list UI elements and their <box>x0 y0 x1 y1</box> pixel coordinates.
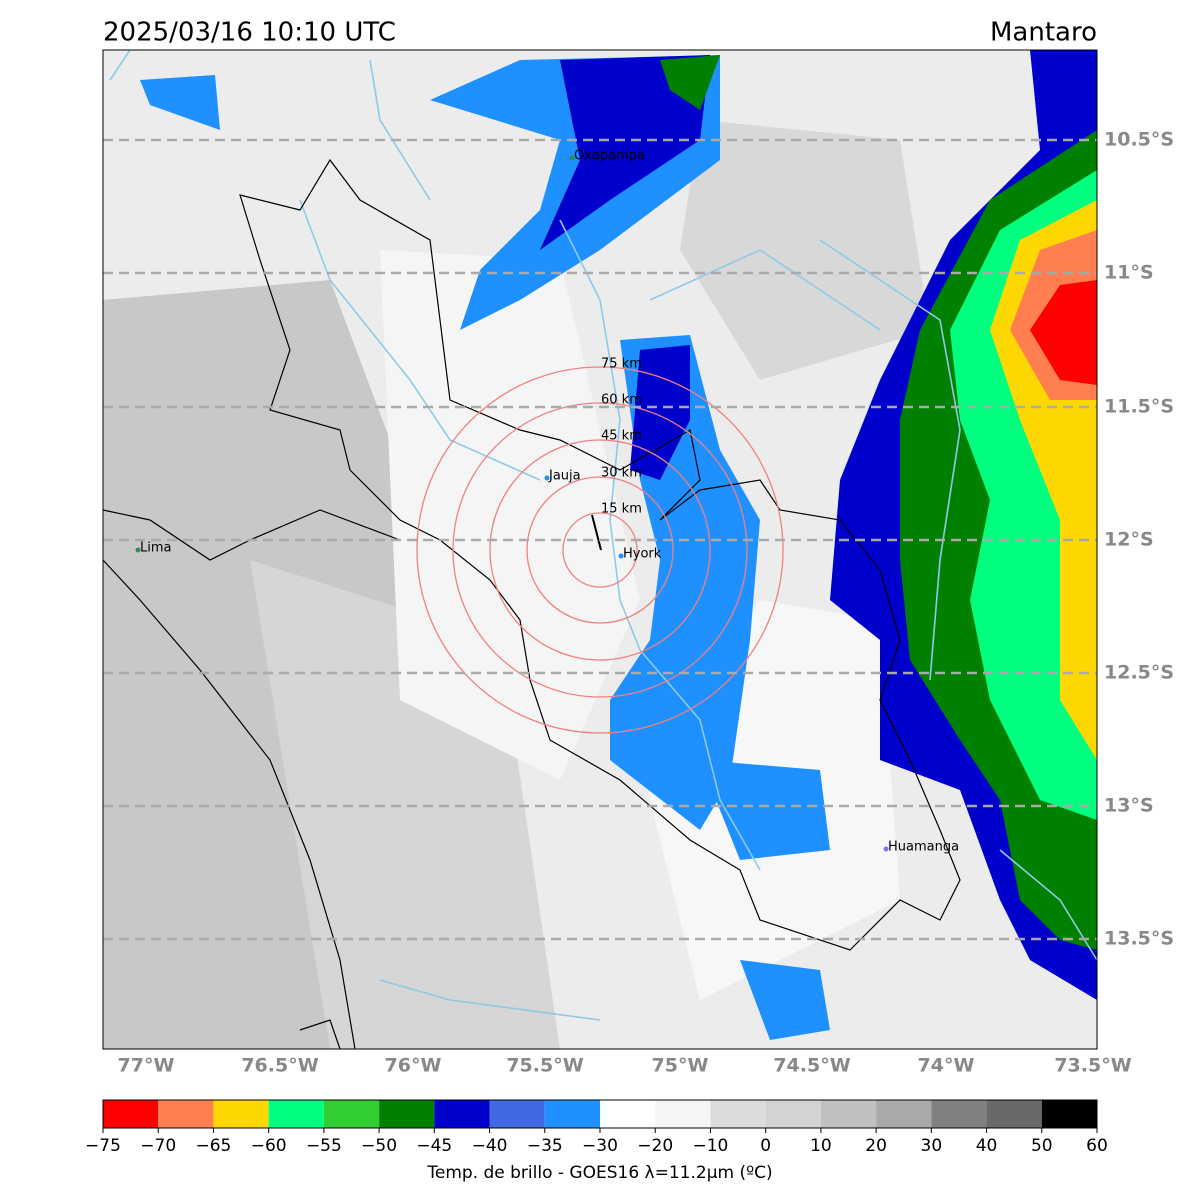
admin-border <box>102 509 401 1050</box>
lat-label: 11°S <box>1104 262 1154 284</box>
colorbar-tick-label: −10 <box>692 1136 728 1156</box>
place-marker <box>544 475 550 481</box>
colorbar-tick-label: 40 <box>976 1136 998 1156</box>
cloud-cold <box>660 55 720 110</box>
range-rings <box>416 366 784 734</box>
lat-label: 11.5°S <box>1104 396 1174 418</box>
lat-label: 13.5°S <box>1104 928 1174 950</box>
lat-label: 12.5°S <box>1104 662 1174 684</box>
place-marker <box>569 155 575 161</box>
range-ring <box>452 402 748 698</box>
place-label: Oxapampa <box>574 149 645 164</box>
colorbar: −75 −70 −65 −60 −55 −50 −45 −40 −35 −30 −20 −10 0 10 2… <box>85 1099 1108 1156</box>
colorbar-tick-label: −55 <box>306 1136 342 1156</box>
place-label: Huamanga <box>888 840 959 855</box>
colorbar-tick-label: 20 <box>865 1136 887 1156</box>
title: 2025/03/16 10:10 UTC <box>103 18 396 48</box>
colorbar-swatch <box>103 1100 159 1128</box>
colorbar-tick-label: 50 <box>1031 1136 1053 1156</box>
cloud-field <box>680 120 930 380</box>
colorbar-swatch <box>710 1100 766 1128</box>
place-label: Lima <box>140 541 171 556</box>
ring-label: 15 km <box>601 502 642 517</box>
colorbar-tick-label: −45 <box>416 1136 452 1156</box>
lon-label: 75°W <box>652 1055 709 1077</box>
colorbar-swatch <box>158 1100 214 1128</box>
lon-label: 75.5°W <box>506 1055 583 1077</box>
colorbar-swatch <box>323 1100 380 1128</box>
place-marker <box>135 547 141 553</box>
cloud-cold <box>630 345 690 480</box>
colorbar-swatch <box>544 1100 600 1128</box>
colorbar-tick-label: −50 <box>361 1136 397 1156</box>
cloud-cold <box>740 960 830 1040</box>
colorbar-swatch <box>1041 1100 1097 1128</box>
colorbar-tick-label: −65 <box>195 1136 231 1156</box>
radar-beam <box>591 514 602 551</box>
lon-label: 73.5°W <box>1054 1055 1131 1077</box>
river <box>109 49 1098 1021</box>
colorbar-tick-label: 10 <box>810 1136 832 1156</box>
colorbar-tick-label: −20 <box>637 1136 673 1156</box>
range-ring <box>489 439 711 661</box>
lat-label: 13°S <box>1104 795 1154 817</box>
ring-label: 75 km <box>601 357 642 372</box>
colorbar-tick-label: −75 <box>85 1136 121 1156</box>
cloud-cold <box>140 75 220 130</box>
lon-label: 74°W <box>918 1055 975 1077</box>
lon-label: 77°W <box>118 1055 175 1077</box>
colorbar-swatch <box>600 1100 656 1128</box>
ring-labels: 75 km 60 km 45 km 30 km 15 km <box>601 357 642 517</box>
colorbar-swatch <box>655 1100 711 1128</box>
ring-label: 60 km <box>601 393 642 408</box>
place-marker <box>883 846 889 852</box>
storm-band <box>1030 280 1097 385</box>
colorbar-swatch <box>434 1100 490 1128</box>
colorbar-swatch <box>765 1100 821 1128</box>
colorbar-tick-label: −70 <box>140 1136 176 1156</box>
colorbar-tick-label: −35 <box>527 1136 563 1156</box>
cloud-cold <box>700 760 830 860</box>
lat-label: 10.5°S <box>1104 129 1174 151</box>
place-marker <box>618 553 624 559</box>
range-ring <box>562 512 638 588</box>
colorbar-swatch <box>379 1100 435 1128</box>
colorbar-label: Temp. de brillo - GOES16 λ=11.2μm (ºC) <box>426 1163 772 1183</box>
colorbar-swatch <box>986 1100 1042 1128</box>
colorbar-swatch <box>931 1100 987 1128</box>
colorbar-tick-label: −40 <box>472 1136 508 1156</box>
colorbar-tick-label: 30 <box>921 1136 943 1156</box>
lat-labels: 10.5°S 11°S 11.5°S 12°S 12.5°S 13°S 13.5°S <box>1104 129 1174 950</box>
ring-label: 45 km <box>601 429 642 444</box>
colorbar-swatch <box>820 1100 877 1128</box>
lat-label: 12°S <box>1104 529 1154 551</box>
region-name: Mantaro <box>990 18 1097 48</box>
ring-label: 30 km <box>601 466 642 481</box>
place-label: Hyork <box>623 547 662 562</box>
colorbar-swatch <box>876 1100 932 1128</box>
colorbar-tick-label: 60 <box>1086 1136 1108 1156</box>
colorbar-swatch <box>268 1100 324 1128</box>
lon-label: 76°W <box>385 1055 442 1077</box>
lat-gridlines <box>103 138 1097 941</box>
colorbar-tick-label: 0 <box>760 1136 771 1156</box>
colorbar-tick-label: −30 <box>582 1136 618 1156</box>
lon-labels: 77°W 76.5°W 76°W 75.5°W 75°W 74.5°W 74°W 73.5°W <box>118 1055 1132 1077</box>
place-label: Jauja <box>548 469 581 484</box>
cloud-cold <box>540 55 710 250</box>
lon-label: 76.5°W <box>241 1055 318 1077</box>
places: Oxapampa Jauja Hyork Lima Huamanga <box>135 149 959 855</box>
colorbar-swatch <box>213 1100 269 1128</box>
map <box>102 49 1098 1050</box>
colorbar-tick-label: −60 <box>251 1136 287 1156</box>
range-ring <box>416 366 784 734</box>
map-frame <box>102 49 1098 1050</box>
colorbar-swatch <box>489 1100 545 1128</box>
range-ring <box>526 476 674 624</box>
lon-label: 74.5°W <box>773 1055 850 1077</box>
